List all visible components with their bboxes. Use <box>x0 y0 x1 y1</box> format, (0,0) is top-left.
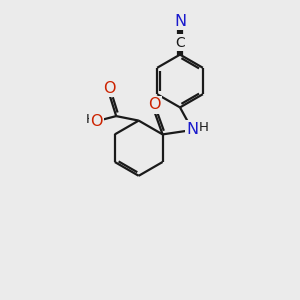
Text: N: N <box>187 122 199 136</box>
Text: H: H <box>86 113 96 127</box>
Text: H: H <box>199 121 209 134</box>
Text: C: C <box>175 36 185 50</box>
Text: O: O <box>148 98 161 112</box>
Text: N: N <box>174 14 186 29</box>
Text: O: O <box>103 81 116 96</box>
Text: O: O <box>90 114 103 129</box>
